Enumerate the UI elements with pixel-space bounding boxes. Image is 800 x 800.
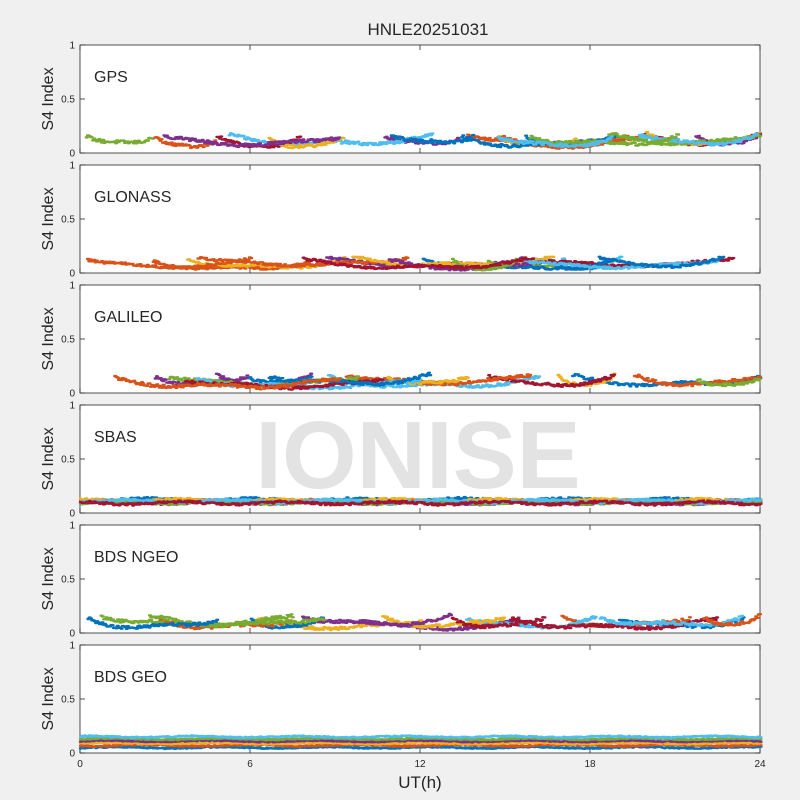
y-tick-label: 0.5 — [61, 575, 75, 586]
panel-label: SBAS — [94, 429, 137, 446]
satellite-trace — [496, 135, 614, 148]
satellite-trace — [695, 377, 762, 388]
y-tick-label: 0 — [69, 389, 75, 400]
satellite-trace — [86, 616, 220, 630]
y-tick-label: 1 — [69, 641, 75, 652]
panel-1: 0 0.5 1 S4 Index GPS — [40, 41, 763, 160]
satellite-trace — [85, 256, 254, 270]
x-tick-label: 24 — [754, 759, 766, 770]
satellite-trace — [597, 255, 726, 269]
y-axis-label: S4 Index — [40, 667, 57, 730]
satellite-trace — [78, 745, 763, 751]
satellite-trace — [509, 616, 720, 631]
y-tick-label: 0 — [69, 749, 75, 760]
x-tick-label: 6 — [247, 759, 253, 770]
panel-3: 0 0.5 1 S4 Index GALILEO — [40, 281, 763, 400]
y-tick-label: 1 — [69, 41, 75, 52]
x-tick-label: 0 — [77, 759, 83, 770]
panel-4: 0 0.5 1 S4 Index SBAS — [40, 401, 763, 520]
y-tick-label: 0 — [69, 269, 75, 280]
panel-label: GALILEO — [94, 309, 162, 326]
axes-box — [79, 164, 761, 274]
y-tick-label: 0 — [69, 509, 75, 520]
axes-box — [79, 524, 761, 634]
y-axis-label: S4 Index — [40, 67, 57, 130]
y-axis-label: S4 Index — [40, 427, 57, 490]
y-axis-label: S4 Index — [40, 187, 57, 250]
y-tick-label: 1 — [69, 521, 75, 532]
panel-label: GPS — [94, 69, 128, 86]
panel-label: BDS GEO — [94, 669, 167, 686]
y-tick-label: 0.5 — [61, 215, 75, 226]
panel-label: BDS NGEO — [94, 549, 178, 566]
x-tick-label: 18 — [584, 759, 596, 770]
x-axis-label: UT(h) — [398, 773, 441, 792]
panel-2: 0 0.5 1 S4 Index GLONASS — [40, 161, 761, 280]
satellite-trace — [78, 734, 763, 740]
y-axis-label: S4 Index — [40, 547, 57, 610]
y-tick-label: 1 — [69, 161, 75, 172]
y-tick-label: 0 — [69, 149, 75, 160]
y-tick-label: 0 — [69, 629, 75, 640]
series-points — [85, 255, 736, 272]
y-tick-label: 0.5 — [61, 455, 75, 466]
y-tick-label: 0.5 — [61, 335, 75, 346]
satellite-trace — [78, 499, 763, 507]
series-points — [86, 612, 763, 632]
satellite-trace — [487, 373, 617, 388]
panel-label: GLONASS — [94, 189, 171, 206]
series-points — [78, 495, 763, 507]
panel-5: 0 0.5 1 S4 Index BDS NGEO — [40, 521, 763, 640]
satellite-trace — [450, 616, 547, 630]
series-points — [113, 371, 763, 391]
series-points — [84, 130, 763, 150]
y-tick-label: 1 — [69, 281, 75, 292]
panel-6: 0 0.5 1 S4 Index BDS GEO — [40, 641, 763, 760]
y-tick-label: 0.5 — [61, 695, 75, 706]
y-axis-label: S4 Index — [40, 307, 57, 370]
satellite-trace — [113, 374, 342, 391]
y-tick-label: 1 — [69, 401, 75, 412]
series-points — [78, 734, 763, 751]
y-tick-label: 0.5 — [61, 95, 75, 106]
satellite-trace — [162, 134, 342, 149]
axes-box — [79, 404, 761, 514]
satellite-trace — [301, 256, 531, 271]
satellite-trace — [701, 613, 763, 627]
figure-title: HNLE20251031 — [368, 20, 489, 39]
x-tick-label: 12 — [414, 759, 426, 770]
satellite-trace — [84, 134, 156, 145]
watermark-text: IONISE — [255, 402, 580, 509]
